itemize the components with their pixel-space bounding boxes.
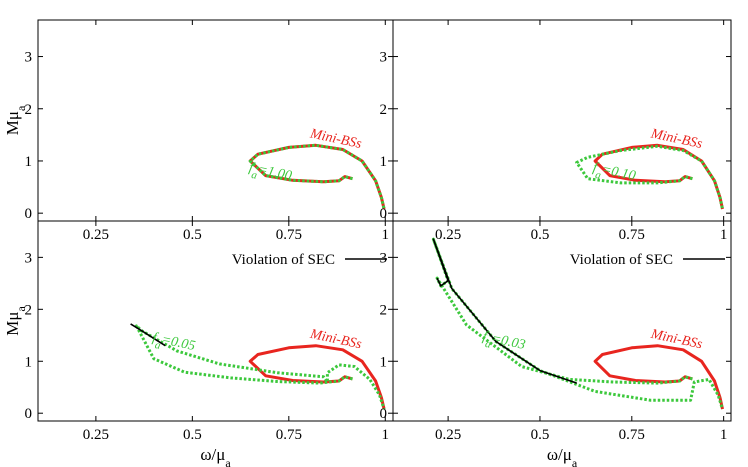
x-tick-label: 0.25 (83, 227, 109, 243)
x-tick-label: 0.75 (276, 227, 302, 243)
series-line-red-solid (248, 344, 386, 410)
series-line-green-dotted (248, 143, 386, 210)
plot-frame (392, 220, 732, 422)
series-group (130, 323, 386, 410)
y-tick-label: 1 (380, 154, 388, 170)
x-tick-label: 0.75 (619, 427, 645, 443)
y-tick-label: 3 (380, 50, 388, 66)
y-tick-label: 3 (25, 250, 33, 266)
y-tick-label: 0 (380, 206, 388, 222)
x-tick-label: 0.25 (435, 227, 461, 243)
legend-label: Violation of SEC (570, 252, 673, 268)
y-tick-label: 0 (25, 206, 33, 222)
x-tick-label: 0.5 (183, 427, 202, 443)
x-axis-label: ω/μa (200, 445, 231, 467)
series-line-sec-violation (130, 323, 166, 347)
x-tick-label: 0.75 (276, 427, 302, 443)
x-tick-label: 0.75 (619, 227, 645, 243)
x-axis-label: ω/μa (547, 445, 578, 467)
x-tick-label: 0.5 (531, 427, 550, 443)
plot-frame (392, 19, 732, 222)
series-line-green-dotted (134, 324, 386, 410)
y-tick-label: 1 (380, 354, 388, 370)
y-axis-label: Mμa (3, 105, 28, 135)
plot-frame (37, 19, 394, 222)
x-tick-label: 0.25 (83, 427, 109, 443)
y-tick-label: 2 (25, 102, 33, 118)
y-tick-label: 1 (25, 354, 33, 370)
x-tick-label: 1 (382, 427, 390, 443)
annotation-fa-value: fa=1.00 (246, 160, 293, 189)
y-tick-label: 1 (25, 154, 33, 170)
series-line-sec-violation (432, 238, 577, 384)
panel-top-right: 0.25 0.5 0.75 10123Mini-BSsfa=0.10Violation… (380, 19, 732, 268)
x-tick-label: 1 (720, 427, 728, 443)
y-tick-label: 3 (25, 50, 33, 66)
y-tick-label: 3 (380, 250, 388, 266)
legend-label: Violation of SEC (232, 252, 335, 268)
x-tick-label: 1 (720, 227, 728, 243)
series-group (575, 143, 724, 210)
panel-top-left: 0.25 0.5 0.75 10123Mini-BSsfa=1.00Violation… (3, 19, 394, 268)
y-axis-label: Mμa (3, 306, 28, 336)
annotation-fa-value: fa=0.10 (590, 160, 637, 189)
y-tick-label: 0 (25, 406, 33, 422)
x-tick-label: 0.25 (435, 427, 461, 443)
y-tick-label: 0 (380, 406, 388, 422)
annotation-fa-value: fa=0.03 (480, 329, 527, 358)
series-group (431, 237, 724, 410)
y-tick-label: 2 (25, 302, 33, 318)
x-tick-label: 1 (382, 227, 390, 243)
x-tick-label: 0.5 (183, 227, 202, 243)
x-tick-label: 0.5 (531, 227, 550, 243)
y-tick-label: 2 (380, 302, 388, 318)
series-line-green-dotted (575, 144, 724, 210)
series-group (248, 143, 386, 210)
annotation-fa-value: fa=0.05 (150, 330, 197, 359)
plot-frame (37, 220, 394, 422)
y-tick-label: 2 (380, 102, 388, 118)
